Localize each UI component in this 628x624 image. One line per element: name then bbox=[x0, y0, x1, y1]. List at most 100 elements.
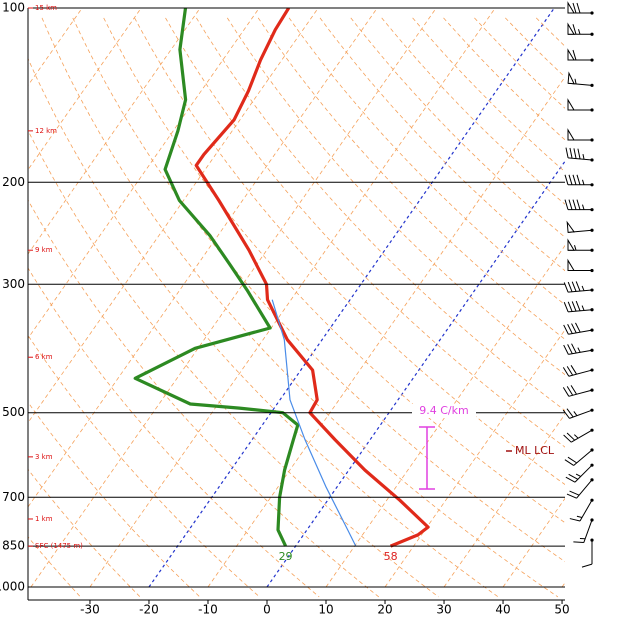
isotherm bbox=[561, 582, 565, 588]
profile-line bbox=[133, 8, 300, 547]
dry-adiabat bbox=[350, 17, 565, 238]
isotherm bbox=[28, 8, 378, 508]
isotherm bbox=[266, 160, 565, 588]
isotherm bbox=[89, 8, 496, 588]
dry-adiabat bbox=[319, 17, 565, 272]
dry-adiabat bbox=[567, 18, 628, 597]
barb-station bbox=[590, 498, 594, 502]
y-tick-label: 200 bbox=[2, 175, 25, 189]
barb-station bbox=[590, 208, 594, 212]
barb-stick bbox=[563, 322, 593, 335]
foreground: 100 200 300 500 700 850 1000 -30 -20 -10 0 10 20 30 40… bbox=[0, 1, 594, 617]
wind-barb bbox=[567, 258, 594, 273]
wind-barb bbox=[567, 1, 594, 15]
barb-station bbox=[590, 83, 594, 87]
barb-flag bbox=[567, 258, 575, 271]
dry-adiabat bbox=[28, 199, 380, 598]
height-label: 6 km bbox=[35, 353, 53, 361]
barb-station bbox=[590, 183, 594, 187]
wind-barb bbox=[581, 538, 594, 568]
barb-stick bbox=[565, 464, 593, 483]
wind-barb bbox=[567, 128, 594, 142]
barb-station bbox=[590, 288, 594, 292]
barb-station bbox=[590, 268, 594, 273]
barb-station bbox=[590, 11, 594, 15]
isotherm bbox=[28, 8, 260, 340]
dry-adiabat bbox=[41, 17, 559, 598]
wind-barb bbox=[564, 174, 594, 187]
wind-barb bbox=[563, 322, 594, 335]
isotherm bbox=[148, 8, 555, 588]
wind-barb bbox=[562, 408, 594, 419]
dry-adiabat bbox=[443, 17, 565, 141]
barb-stick bbox=[569, 499, 593, 522]
x-tick-label: 40 bbox=[495, 603, 510, 617]
wind-barb bbox=[563, 300, 594, 313]
height-label: 15 km bbox=[35, 4, 57, 12]
dry-adiabat bbox=[196, 17, 565, 412]
surface-temperature-label: 58 bbox=[384, 550, 398, 563]
wind-barb bbox=[573, 518, 594, 544]
barb-stick bbox=[565, 147, 593, 161]
barb-flag bbox=[567, 128, 575, 141]
dry-adiabat bbox=[103, 17, 565, 524]
isotherm bbox=[325, 244, 565, 588]
dry-adiabat bbox=[28, 536, 81, 598]
barb-station bbox=[590, 308, 594, 312]
barb-stick bbox=[563, 300, 593, 313]
dry-adiabat bbox=[28, 57, 499, 598]
wind-barb bbox=[566, 478, 594, 499]
x-tick-label: 0 bbox=[263, 603, 271, 617]
height-label: 12 km bbox=[35, 127, 57, 135]
isotherm bbox=[28, 8, 142, 171]
label-bg bbox=[412, 404, 476, 418]
y-tick-label: 1000 bbox=[0, 580, 25, 594]
barb-station bbox=[590, 108, 594, 112]
wind-barb bbox=[569, 498, 594, 522]
dry-adiabat bbox=[28, 401, 201, 598]
barb-station bbox=[590, 478, 594, 482]
barb-stick bbox=[566, 479, 593, 499]
barb-stick bbox=[564, 449, 593, 466]
lcl-label: ML LCL bbox=[515, 444, 555, 457]
barb-station bbox=[590, 32, 594, 36]
lapse-rate-label: 9.4 C/km bbox=[419, 404, 468, 417]
barb-stick bbox=[563, 281, 593, 293]
x-tick-label: -20 bbox=[139, 603, 159, 617]
y-tick-label: 300 bbox=[2, 277, 25, 291]
barb-stick bbox=[562, 365, 593, 377]
y-tick-label: 700 bbox=[2, 490, 25, 504]
dry-adiabat bbox=[0, 18, 21, 597]
barb-flag bbox=[567, 48, 575, 61]
height-label: 3 km bbox=[35, 453, 53, 461]
dry-adiabat bbox=[28, 468, 141, 598]
wind-barb bbox=[563, 428, 594, 443]
barb-station bbox=[590, 248, 594, 252]
dry-adiabat bbox=[72, 17, 565, 563]
height-label: 9 km bbox=[35, 246, 53, 254]
barb-flag bbox=[567, 22, 575, 35]
dry-adiabat bbox=[288, 17, 565, 306]
barb-station bbox=[590, 518, 594, 522]
dry-adiabat bbox=[28, 129, 439, 598]
barb-station bbox=[590, 348, 594, 352]
barb-flag bbox=[566, 220, 575, 233]
barb-stick bbox=[581, 540, 593, 568]
barb-stick bbox=[563, 343, 593, 355]
dry-adiabat bbox=[134, 17, 565, 485]
wind-barb bbox=[567, 98, 594, 112]
wind-barb bbox=[567, 71, 594, 87]
wind-barb bbox=[563, 343, 594, 355]
barb-station bbox=[590, 228, 594, 232]
dry-adiabat bbox=[598, 18, 628, 597]
dry-adiabat bbox=[165, 17, 565, 448]
barb-station bbox=[590, 368, 594, 372]
barb-station bbox=[590, 58, 594, 62]
barb-flag bbox=[567, 1, 575, 14]
dry-adiabat bbox=[257, 17, 565, 340]
x-tick-label: 20 bbox=[377, 603, 392, 617]
isotherm bbox=[28, 8, 319, 424]
barb-stick bbox=[564, 174, 592, 186]
